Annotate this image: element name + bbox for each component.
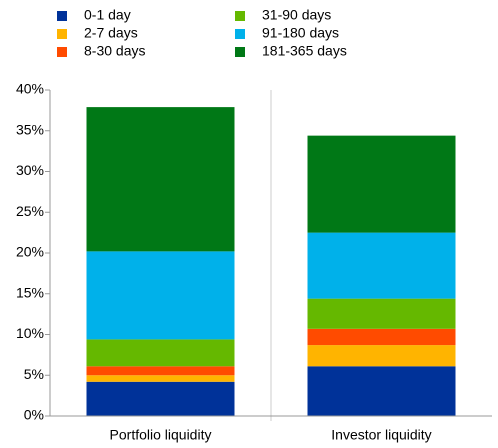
bar-segment [307, 135, 456, 233]
legend-swatch [57, 29, 67, 39]
legend-swatch [235, 29, 245, 39]
legend-label: 0-1 day [84, 7, 131, 23]
bar-segment [86, 251, 235, 340]
bar-segment [86, 366, 235, 376]
bar-segment [307, 366, 456, 416]
legend-swatch [57, 11, 67, 21]
bar-segment [86, 381, 235, 416]
legend-label: 31-90 days [262, 7, 331, 23]
x-tick-label: Portfolio liquidity [110, 427, 212, 443]
bar-segment [307, 328, 456, 346]
legend-swatch [235, 47, 245, 57]
y-tick-label: 25% [16, 203, 44, 219]
y-tick-label: 0% [24, 407, 44, 423]
y-tick-label: 15% [16, 284, 44, 300]
bar-segment [307, 298, 456, 329]
y-tick-label: 35% [16, 121, 44, 137]
bar-segment [86, 107, 235, 252]
bar-segment [86, 375, 235, 382]
y-tick-label: 20% [16, 244, 44, 260]
legend-swatch [57, 47, 67, 57]
bar-segment [307, 345, 456, 367]
legend-label: 181-365 days [262, 43, 347, 59]
x-tick-label: Investor liquidity [331, 427, 431, 443]
legend-label: 91-180 days [262, 25, 339, 41]
legend-swatch [235, 11, 245, 21]
bar-segment [86, 339, 235, 367]
legend-label: 8-30 days [84, 43, 145, 59]
y-tick-label: 5% [24, 366, 44, 382]
y-tick-label: 30% [16, 162, 44, 178]
bar-segment [307, 232, 456, 299]
legend-label: 2-7 days [84, 25, 138, 41]
y-tick-label: 40% [16, 81, 44, 97]
y-tick-label: 10% [16, 325, 44, 341]
